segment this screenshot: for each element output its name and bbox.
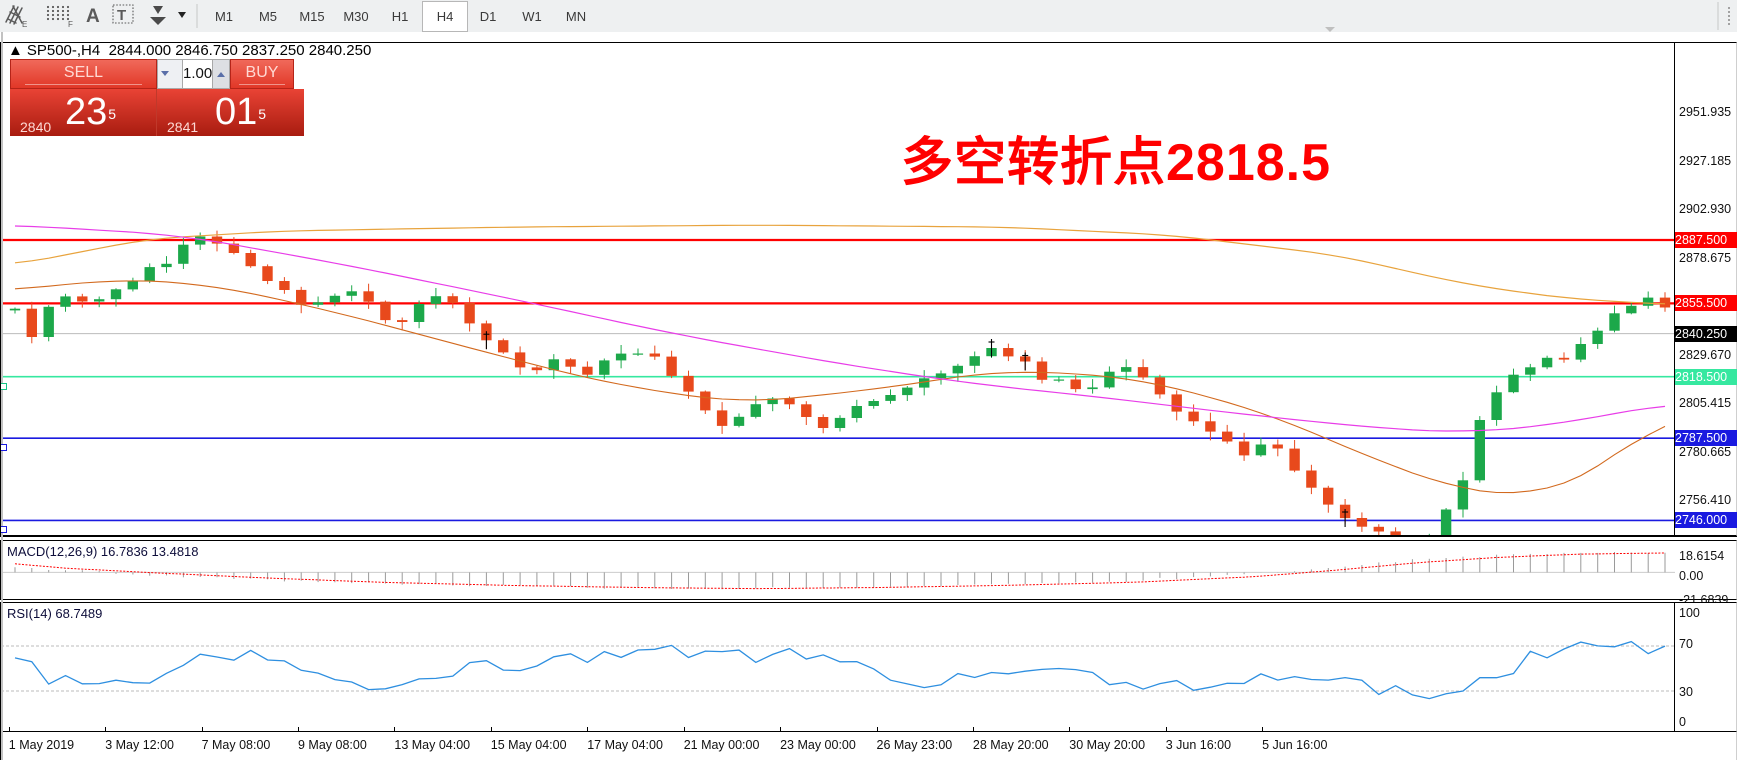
svg-text:A: A	[86, 6, 100, 27]
svg-text:F: F	[68, 20, 73, 29]
svg-text:E: E	[22, 20, 27, 29]
svg-text:T: T	[117, 7, 126, 24]
